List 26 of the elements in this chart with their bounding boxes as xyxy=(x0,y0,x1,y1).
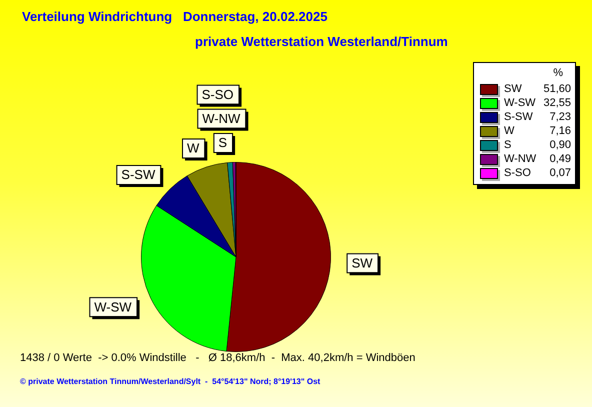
category-label: S xyxy=(504,139,512,151)
legend-label: S-SW xyxy=(504,111,534,123)
legend-label: S xyxy=(218,135,228,150)
data-label: 7,23 xyxy=(550,111,571,123)
data-label: 0,07 xyxy=(550,167,571,179)
chart-title: Verteilung Windrichtung Donnerstag, 20.02.2025 xyxy=(22,9,328,24)
data-label: 32,55 xyxy=(543,97,571,109)
data-label: 0,90 xyxy=(550,139,571,151)
data-label: 0,49 xyxy=(550,153,571,165)
category-label: S-SO xyxy=(202,86,234,102)
legend-label: S-SO xyxy=(504,167,532,179)
text: 1438 / 0 Werte -> 0.0% Windstille - Ø 18,6km/h - Max. 40,2km/h = Windböen xyxy=(20,352,416,364)
legend-title: % xyxy=(552,67,563,79)
legend-label: W-SW xyxy=(504,97,537,109)
chart-subtitle: private Wetterstation Westerland/Tinnum xyxy=(195,34,448,49)
legend-label: W-NW xyxy=(504,153,538,165)
data-label: 7,16 xyxy=(550,125,571,137)
legend-label: SW xyxy=(504,83,523,95)
legend-label: W xyxy=(504,125,516,137)
slice-label: W xyxy=(186,140,200,156)
slice-label: S-SW xyxy=(121,167,156,182)
slice-label: W-SW xyxy=(94,299,132,314)
text: © private Wetterstation Tinnum/Westerland/Sylt - 54°54'13" Nord; 8°19'13" Ost xyxy=(20,377,320,386)
slice-label: W-NW xyxy=(202,110,241,126)
data-label: 51,60 xyxy=(543,83,571,95)
slice-label: SW xyxy=(352,255,374,270)
